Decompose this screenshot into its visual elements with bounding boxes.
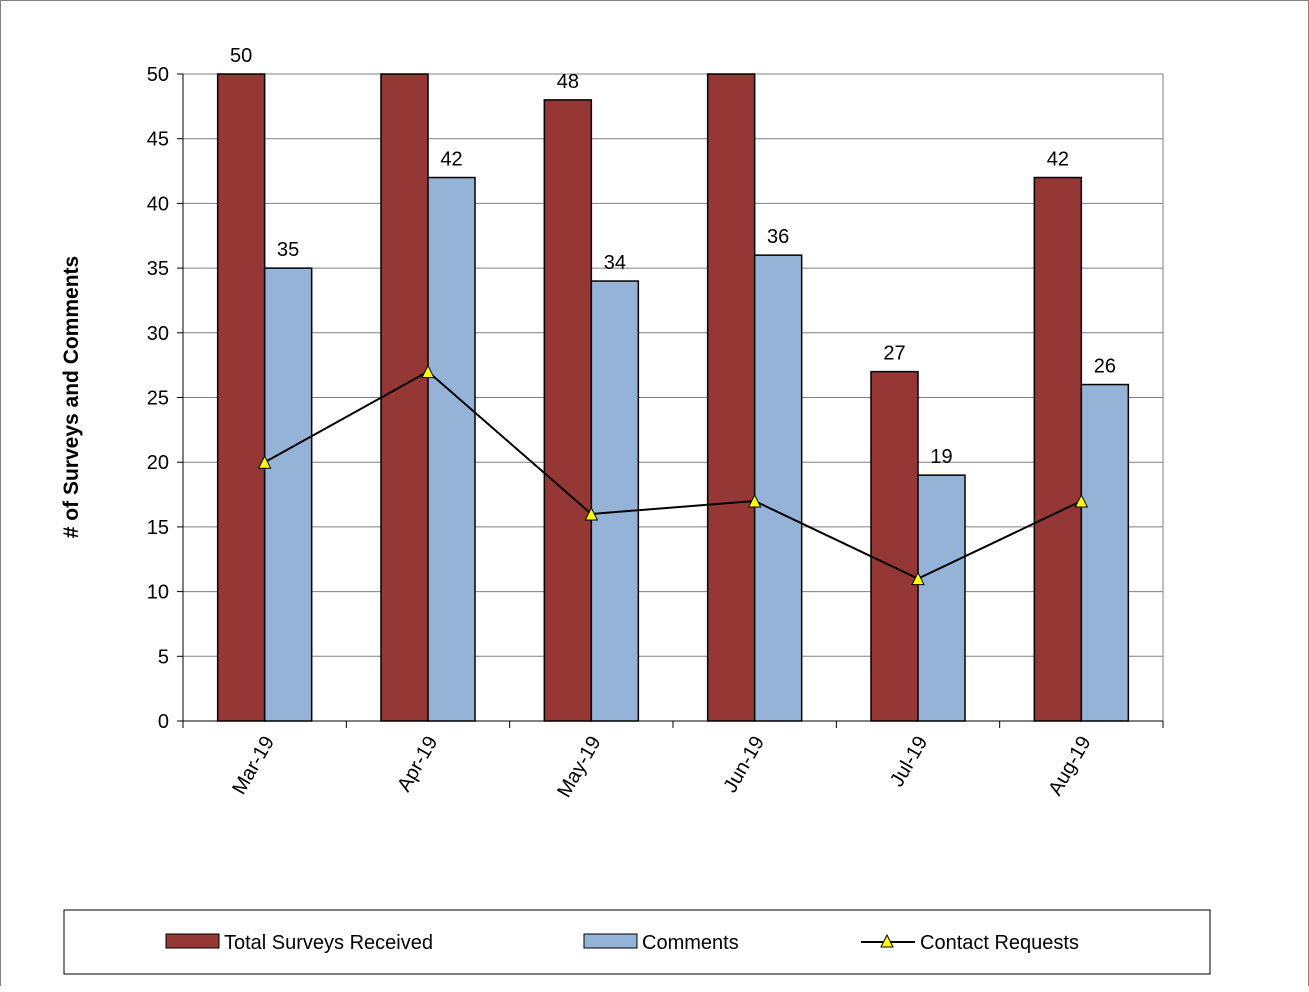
bar-total-surveys	[1033, 176, 1083, 722]
legend-label-comments: Comments	[642, 932, 739, 954]
legend-label-total-surveys: Total Surveys Received	[224, 932, 433, 954]
legend-label-contact-requests: Contact Requests	[920, 932, 1079, 954]
bar-total-surveys	[870, 370, 919, 722]
bar-data-label: 27	[883, 343, 905, 365]
legend-swatch-total-surveys	[165, 933, 220, 949]
point-contact-requests	[1074, 493, 1089, 508]
bar-data-label: 19	[930, 446, 952, 468]
axis-layer: 0 5 10 15 20 25 30 35 40 45 50	[147, 64, 1164, 733]
bar-data-label: 42	[1047, 149, 1069, 171]
y-tick-label: 25	[147, 388, 169, 410]
bar-total-surveys	[706, 73, 756, 722]
bar-total-surveys	[543, 99, 593, 722]
bar-data-label: 35	[277, 239, 299, 261]
legend-swatch-comments	[583, 933, 638, 949]
bar-data-label: 48	[557, 71, 579, 93]
bar-data-label: 36	[767, 226, 789, 248]
bar-total-surveys	[216, 73, 266, 722]
bar-comments	[427, 176, 476, 722]
y-tick-label: 30	[147, 323, 169, 345]
legend-marker-contact-requests	[880, 933, 894, 948]
y-tick-label: 0	[158, 711, 169, 733]
bar-data-label: 34	[604, 252, 626, 274]
bar-comments	[263, 267, 313, 722]
point-contact-requests	[421, 364, 435, 379]
bar-comments	[917, 474, 966, 722]
x-category-label: Apr-19	[393, 733, 442, 796]
y-tick-label: 35	[147, 258, 169, 280]
bar-comments	[753, 254, 803, 722]
bar-data-label: 42	[440, 149, 462, 171]
y-axis-title: # of Surveys and Comments	[60, 256, 83, 538]
y-tick-label: 20	[147, 452, 169, 474]
y-tick-label: 10	[147, 582, 169, 604]
point-contact-requests	[911, 571, 925, 586]
x-category-label: May-19	[553, 733, 605, 802]
x-category-label: Aug-19	[1044, 733, 1095, 800]
bar-data-label: 50	[230, 45, 252, 67]
bar-comments	[590, 280, 640, 722]
grid-layer	[182, 73, 1164, 722]
bar-total-surveys	[380, 73, 429, 722]
point-contact-requests	[747, 493, 762, 508]
y-tick-label: 5	[158, 646, 169, 668]
y-tick-label: 50	[147, 64, 169, 86]
legend: Total Surveys Received Comments Contact …	[63, 909, 1211, 975]
line-contact-requests	[264, 370, 1082, 580]
y-tick-label: 40	[147, 193, 169, 215]
bar-comments	[1080, 383, 1130, 722]
point-contact-requests	[584, 506, 599, 521]
line-layer	[257, 364, 1089, 586]
x-category-label: Mar-19	[228, 733, 279, 799]
x-category-label: Jul-19	[886, 733, 932, 791]
point-contact-requests	[257, 455, 272, 469]
x-category-label: Jun-19	[719, 733, 769, 797]
y-tick-label: 15	[147, 517, 169, 539]
y-tick-label: 45	[147, 129, 169, 151]
bar-data-label: 26	[1094, 356, 1116, 378]
